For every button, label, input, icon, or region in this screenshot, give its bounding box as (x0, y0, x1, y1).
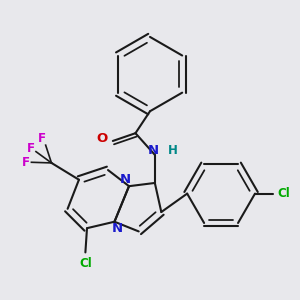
Text: F: F (26, 142, 34, 155)
Text: N: N (112, 222, 123, 235)
Text: Cl: Cl (79, 256, 92, 270)
Text: Cl: Cl (277, 187, 290, 200)
Text: F: F (38, 132, 46, 145)
Text: F: F (22, 156, 30, 169)
Text: H: H (168, 143, 178, 157)
Text: N: N (148, 145, 159, 158)
Text: N: N (120, 172, 131, 186)
Text: O: O (96, 132, 107, 145)
